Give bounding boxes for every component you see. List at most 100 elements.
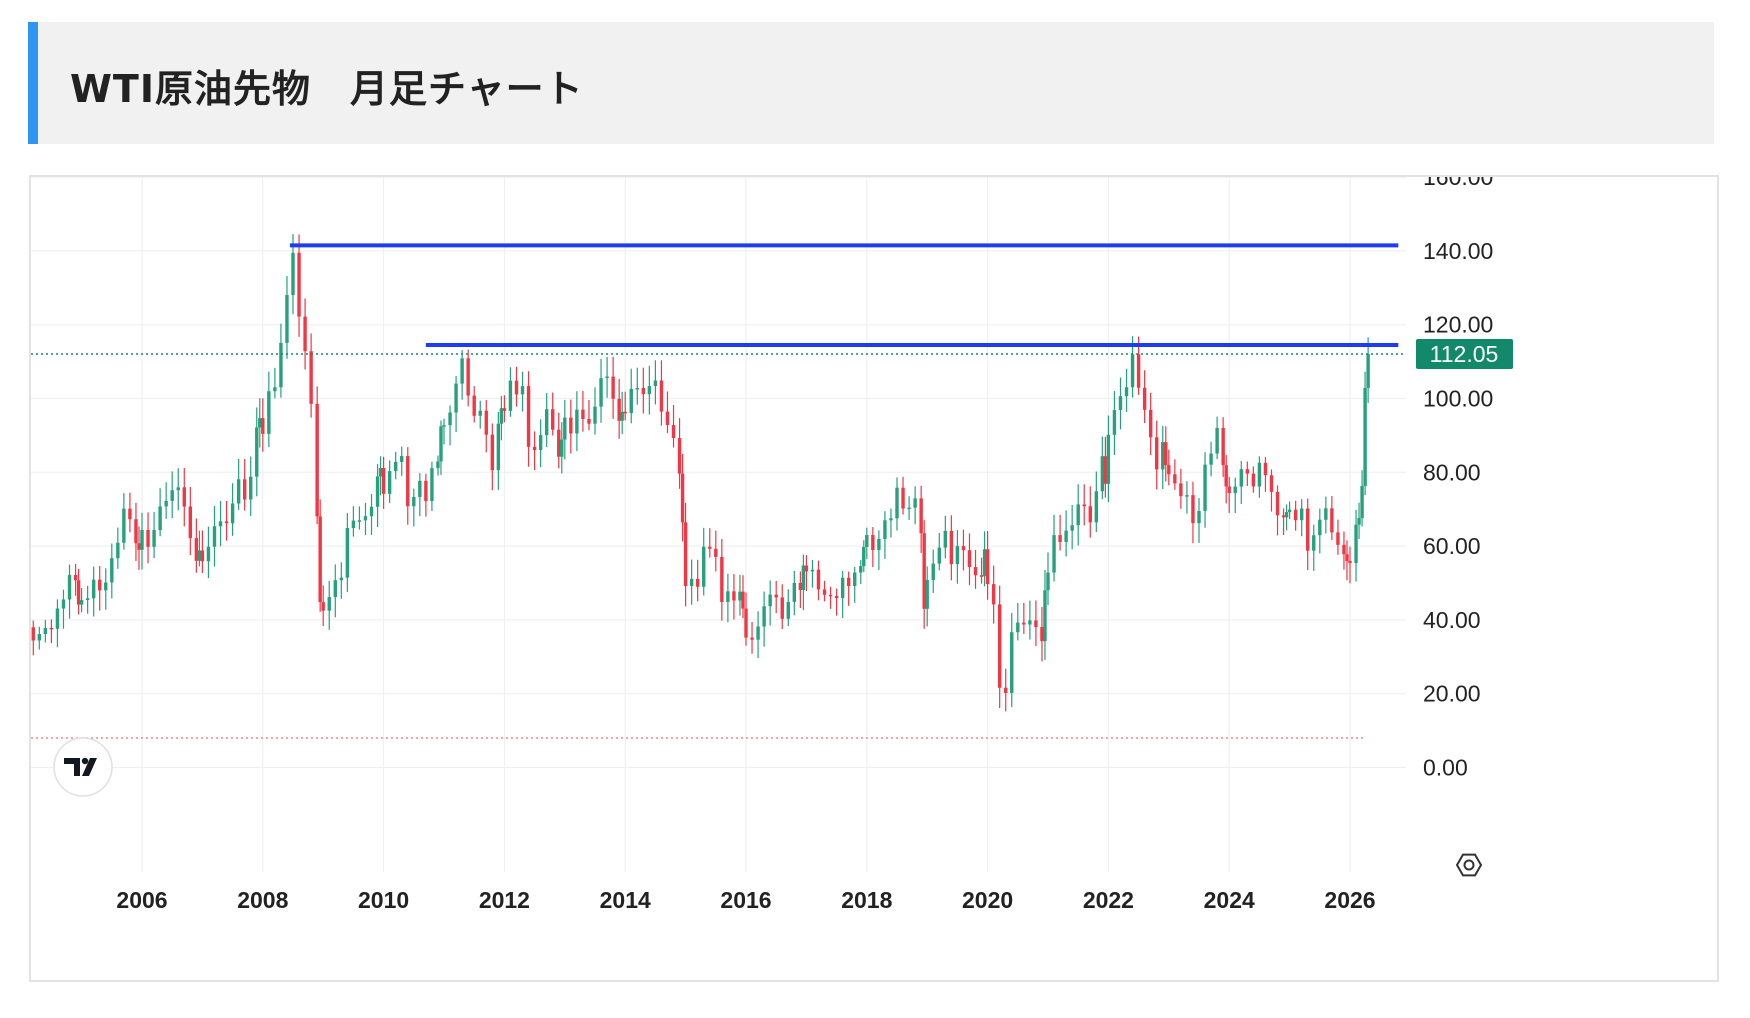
candle-body bbox=[1191, 495, 1195, 524]
gear-center bbox=[1463, 859, 1475, 871]
candle-body bbox=[659, 380, 664, 412]
y-tick-label: 100.00 bbox=[1423, 386, 1493, 412]
candle-body bbox=[1239, 469, 1243, 487]
candle-body bbox=[1269, 475, 1274, 492]
candle-body bbox=[502, 408, 507, 411]
candle-body bbox=[261, 418, 265, 434]
grid-layer bbox=[31, 177, 1406, 872]
gear-icon[interactable] bbox=[1455, 853, 1483, 877]
candle-body bbox=[1148, 409, 1153, 438]
candle-body bbox=[98, 579, 102, 591]
candle-body bbox=[267, 391, 271, 434]
x-tick-label: 2014 bbox=[600, 887, 651, 913]
candle-body bbox=[176, 487, 180, 491]
candle-body bbox=[1263, 462, 1268, 476]
candle-body bbox=[1185, 495, 1189, 497]
candle-body bbox=[865, 535, 869, 547]
candle-body bbox=[152, 530, 156, 547]
candle-body bbox=[309, 351, 313, 404]
candle-body bbox=[560, 439, 564, 457]
candle-body bbox=[1342, 544, 1346, 555]
candle-body bbox=[291, 252, 295, 296]
candle-body bbox=[943, 530, 948, 548]
candle-body bbox=[430, 468, 434, 501]
candle-body bbox=[1088, 506, 1092, 523]
candle-body bbox=[249, 476, 253, 500]
candlestick-chart[interactable]: 0.00 20.00 40.00 60.00 80.00 100.00 120.00 140.… bbox=[31, 177, 1717, 980]
candle-body bbox=[1318, 519, 1322, 536]
candle-body bbox=[623, 411, 627, 414]
candle-body bbox=[931, 563, 935, 581]
chart-title-bar: WTI原油先物 月足チャート bbox=[28, 22, 1714, 144]
candle-body bbox=[997, 604, 1002, 688]
candle-body bbox=[424, 480, 428, 501]
logo-dot bbox=[81, 757, 89, 765]
axis-layer: 0.00 20.00 40.00 60.00 80.00 100.00 120.00 140.… bbox=[116, 177, 1513, 913]
chart-panel[interactable]: 0.00 20.00 40.00 60.00 80.00 100.00 120.00 140.… bbox=[29, 175, 1719, 982]
candle-body bbox=[1312, 535, 1316, 551]
candle-body bbox=[285, 295, 289, 343]
y-tick-label: 20.00 bbox=[1423, 681, 1481, 707]
candle-body bbox=[1257, 462, 1262, 487]
gear-outline bbox=[1455, 853, 1483, 877]
candle-body bbox=[750, 637, 754, 640]
candle-body bbox=[242, 479, 247, 500]
candle-body bbox=[798, 583, 803, 590]
candle-body bbox=[1028, 620, 1032, 625]
candle-body bbox=[1040, 627, 1044, 642]
candle-body bbox=[801, 565, 806, 590]
candle-body bbox=[43, 627, 48, 635]
last-price-label: 112.05 bbox=[1430, 341, 1499, 367]
candle-body bbox=[1010, 632, 1014, 693]
candle-body bbox=[828, 594, 833, 597]
candle-body bbox=[1043, 590, 1047, 642]
y-tick-label: 80.00 bbox=[1423, 459, 1481, 485]
tradingview-logo-icon bbox=[53, 737, 113, 797]
candle-body bbox=[158, 506, 162, 531]
candle-body bbox=[406, 456, 410, 507]
candle-body bbox=[1245, 469, 1250, 474]
candle-body bbox=[128, 508, 132, 520]
candle-body bbox=[1142, 387, 1147, 410]
candle-body bbox=[499, 408, 504, 424]
candle-body bbox=[1209, 453, 1213, 465]
candle-body bbox=[478, 410, 482, 416]
candle-body bbox=[85, 598, 90, 600]
candle-body bbox=[756, 626, 760, 640]
x-tick-label: 2012 bbox=[479, 887, 530, 913]
candle-body bbox=[1106, 434, 1111, 484]
candle-body bbox=[520, 386, 525, 395]
candle-body bbox=[273, 387, 277, 392]
candle-body bbox=[484, 410, 488, 435]
candle-body bbox=[551, 409, 555, 430]
candle-body bbox=[907, 507, 911, 510]
candle-body bbox=[605, 376, 609, 379]
reference-line-layer bbox=[31, 243, 1406, 739]
candle-body bbox=[218, 521, 223, 527]
candle-body bbox=[732, 591, 736, 601]
candle-body bbox=[137, 543, 141, 550]
candle-body bbox=[1197, 510, 1201, 524]
candle-body bbox=[79, 599, 84, 605]
candle-body bbox=[925, 580, 929, 609]
candle-body bbox=[544, 409, 549, 436]
candle-body bbox=[883, 520, 887, 539]
candle-body bbox=[532, 446, 537, 451]
candle-body bbox=[448, 412, 452, 426]
candle-body bbox=[1076, 504, 1080, 526]
title-accent-bar bbox=[28, 22, 38, 144]
candle-body bbox=[197, 550, 202, 561]
candle-body bbox=[236, 479, 241, 504]
candle-body bbox=[871, 535, 875, 550]
candle-body bbox=[982, 549, 987, 577]
candle-body bbox=[400, 456, 404, 462]
candle-body bbox=[436, 461, 440, 469]
candle-body bbox=[949, 530, 954, 565]
candle-body bbox=[526, 386, 531, 447]
candle-body bbox=[442, 425, 446, 427]
candle-body bbox=[1215, 427, 1219, 454]
candle-body bbox=[170, 490, 174, 501]
candle-body bbox=[901, 487, 905, 509]
x-tick-label: 2006 bbox=[116, 887, 167, 913]
candle-body bbox=[258, 418, 262, 428]
